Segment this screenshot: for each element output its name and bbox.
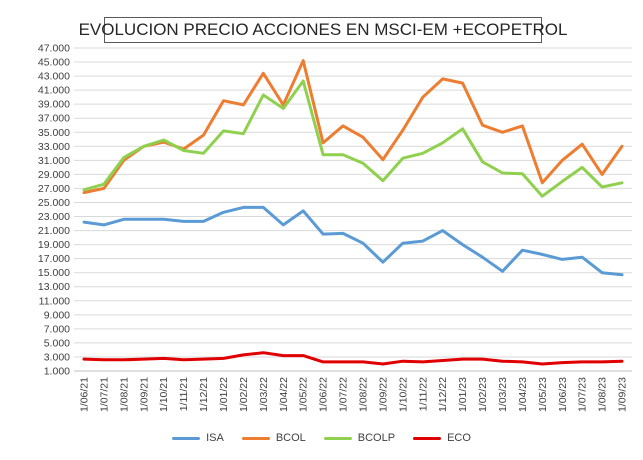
legend-swatch-eco <box>413 436 442 440</box>
y-tick-label: 7.000 <box>44 323 70 335</box>
y-axis-ticks: 1.000 3.000 5.000 7.000 9.000 11.000 13.000 15.… <box>38 43 70 378</box>
x-tick-label: 1/03/22 <box>258 377 270 412</box>
y-tick-label: 29.000 <box>38 169 70 181</box>
x-tick-label: 1/02/22 <box>238 377 250 412</box>
y-tick-label: 33.000 <box>38 141 70 153</box>
x-axis-ticks: 1/06/21 1/07/21 1/08/21 1/09/21 1/10/21 1/11/… <box>78 377 628 412</box>
x-tick-label: 1/11/22 <box>417 377 429 411</box>
y-tick-label: 19.000 <box>38 239 70 251</box>
y-tick-label: 35.000 <box>38 127 70 139</box>
legend-label-isa: ISA <box>206 432 224 444</box>
y-tick-label: 47.000 <box>38 43 70 55</box>
x-tick-label: 1/10/22 <box>397 377 409 412</box>
y-tick-label: 11.000 <box>39 295 70 307</box>
y-tick-label: 5.000 <box>44 337 70 349</box>
x-tick-label: 1/12/21 <box>198 377 210 412</box>
chart-title: EVOLUCION PRECIO ACCIONES EN MSCI-EM +EC… <box>79 17 567 43</box>
x-tick-label: 1/05/22 <box>298 377 310 412</box>
series-line-eco <box>82 351 624 366</box>
legend-label-bcolp: BCOLP <box>357 432 396 444</box>
x-tick-label: 1/06/21 <box>78 377 90 412</box>
legend-swatch-bcolp <box>323 436 352 440</box>
x-tick-label: 1/09/22 <box>377 377 389 412</box>
x-tick-label: 1/07/21 <box>98 377 110 412</box>
legend-swatch-bcol <box>241 436 270 440</box>
y-tick-label: 27.000 <box>38 183 70 195</box>
x-tick-label: 1/11/21 <box>178 377 190 411</box>
x-tick-label: 1/02/23 <box>477 377 489 412</box>
legend-entry-bcolp: BCOLP <box>323 432 396 444</box>
series-line-isa <box>82 205 624 277</box>
x-tick-label: 1/06/22 <box>318 377 330 412</box>
y-tick-label: 1.000 <box>44 366 70 378</box>
legend-entry-isa: ISA <box>172 432 224 444</box>
x-tick-label: 1/08/21 <box>118 377 130 412</box>
y-tick-label: 41.000 <box>38 85 70 97</box>
x-tick-label: 1/10/21 <box>158 377 170 412</box>
x-tick-label: 1/04/23 <box>517 377 529 412</box>
legend: ISA BCOL BCOLP ECO <box>0 428 643 448</box>
legend-entry-bcol: BCOL <box>241 432 306 444</box>
x-tick-label: 1/03/23 <box>497 377 509 412</box>
y-tick-label: 43.000 <box>38 71 70 83</box>
legend-label-bcol: BCOL <box>275 432 306 444</box>
y-tick-label: 13.000 <box>38 281 70 293</box>
x-tick-label: 1/05/23 <box>537 377 549 412</box>
y-tick-label: 15.000 <box>38 267 70 279</box>
x-tick-label: 1/12/22 <box>437 377 449 412</box>
x-tick-label: 1/08/22 <box>357 377 369 412</box>
y-tick-label: 3.000 <box>44 351 70 363</box>
y-tick-label: 25.000 <box>38 197 70 209</box>
legend-label-eco: ECO <box>447 432 471 444</box>
y-tick-label: 31.000 <box>38 155 70 167</box>
x-tick-label: 1/01/23 <box>457 377 469 412</box>
x-tick-label: 1/09/21 <box>138 377 150 412</box>
y-tick-label: 39.000 <box>38 99 70 111</box>
x-tick-label: 1/08/23 <box>597 377 609 412</box>
series-line-bcolp <box>82 79 624 198</box>
y-tick-label: 23.000 <box>38 211 70 223</box>
series-lines <box>82 59 624 366</box>
x-tick-label: 1/06/23 <box>557 377 569 412</box>
legend-entry-eco: ECO <box>413 432 471 444</box>
x-tick-label: 1/01/22 <box>218 377 230 412</box>
x-tick-label: 1/07/23 <box>577 377 589 412</box>
y-tick-label: 17.000 <box>38 253 70 265</box>
y-tick-label: 21.000 <box>38 225 70 237</box>
y-tick-label: 45.000 <box>38 57 70 69</box>
gridlines <box>74 47 632 372</box>
y-tick-label: 37.000 <box>38 113 70 125</box>
legend-swatch-isa <box>172 436 201 440</box>
x-tick-label: 1/04/22 <box>278 377 290 412</box>
x-tick-label: 1/07/22 <box>338 377 350 412</box>
y-tick-label: 9.000 <box>44 309 70 321</box>
x-tick-label: 1/09/23 <box>617 377 629 412</box>
